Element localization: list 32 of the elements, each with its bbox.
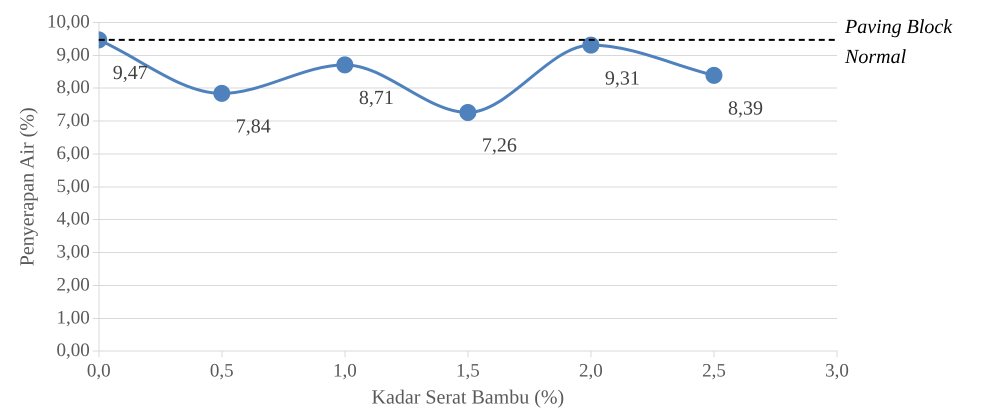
data-label: 9,47 (112, 62, 148, 84)
y-tick-label: 9,00 (56, 44, 90, 66)
point (705, 66, 722, 84)
data-label: 7,26 (482, 134, 517, 157)
data-label: 9,31 (604, 67, 640, 90)
point (213, 84, 230, 102)
ref-line-label: Paving Block Normal (844, 16, 954, 68)
x-tick-label: 3,0 (825, 360, 849, 382)
x-tick-label: 1,0 (332, 360, 357, 382)
data-label: 8,39 (728, 98, 763, 120)
x-tick-label: 2,0 (579, 360, 603, 382)
y-tick-label: 10,00 (47, 11, 90, 32)
y-tick-label: 0,00 (56, 340, 90, 362)
point (459, 104, 476, 121)
y-tick-label: 5,00 (56, 176, 90, 197)
x-axis-title: Kadar Serat Bambu (%) (372, 386, 564, 408)
x-tick-label: 0,0 (86, 360, 111, 382)
y-tick-label: 3,00 (56, 242, 90, 263)
y-tick-label: 4,00 (56, 208, 90, 230)
point (582, 36, 600, 54)
x-tick-label: 2,5 (702, 360, 726, 382)
y-tick-label: 2,00 (56, 274, 90, 296)
y-tick-label: 7,00 (56, 110, 90, 132)
x-tick-label: 1,5 (456, 360, 480, 382)
data-label: 8,71 (358, 87, 394, 110)
y-tick-label: 8,00 (56, 77, 90, 98)
y-tick-label: 1,00 (56, 307, 90, 328)
y-tick-label: 6,00 (56, 142, 90, 164)
y-axis-title: Penyerapan Air (%) (16, 107, 38, 266)
data-label: 7,84 (236, 116, 271, 138)
point (336, 56, 354, 74)
x-tick-label: 0,5 (210, 360, 234, 382)
